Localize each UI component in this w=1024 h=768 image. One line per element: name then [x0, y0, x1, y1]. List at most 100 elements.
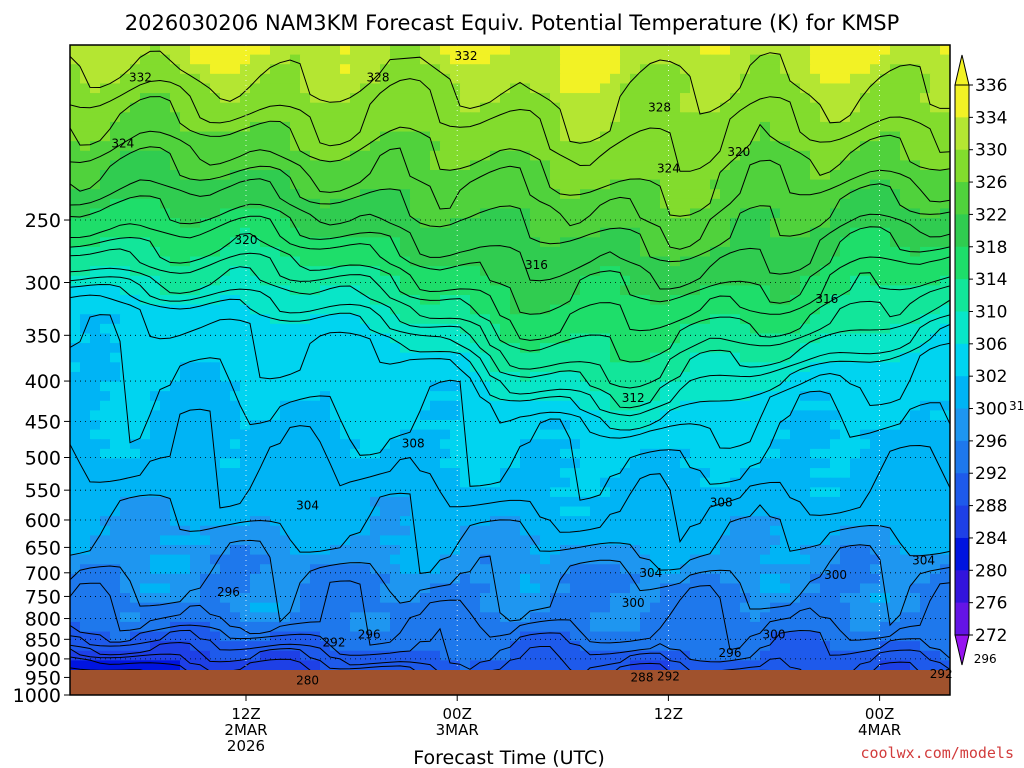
field-cell: [890, 73, 901, 85]
field-cell: [650, 371, 661, 383]
field-cell: [500, 218, 511, 229]
field-cell: [450, 352, 461, 363]
field-cell: [660, 381, 671, 392]
field-cell: [490, 285, 501, 296]
field-cell: [530, 237, 541, 248]
field-cell: [230, 506, 241, 517]
field-cell: [300, 573, 311, 585]
field-cell: [900, 381, 911, 392]
field-cell: [370, 333, 381, 344]
field-cell: [480, 131, 491, 142]
field-cell: [270, 150, 281, 161]
field-cell: [930, 564, 941, 575]
field-cell: [510, 112, 521, 123]
field-cell: [690, 371, 701, 383]
field-cell: [70, 564, 81, 575]
field-cell: [800, 410, 811, 421]
field-cell: [930, 73, 941, 85]
field-cell: [730, 477, 741, 488]
field-cell: [630, 179, 641, 190]
field-cell: [380, 381, 391, 392]
field-cell: [360, 295, 371, 306]
field-cell: [810, 141, 821, 152]
field-cell: [760, 535, 771, 546]
field-cell: [590, 64, 601, 75]
field-cell: [380, 410, 391, 421]
field-cell: [530, 189, 541, 200]
field-cell: [70, 429, 81, 440]
field-cell: [240, 343, 251, 354]
field-cell: [250, 323, 261, 335]
field-cell: [890, 45, 901, 56]
field-cell: [110, 535, 121, 546]
field-cell: [250, 410, 261, 421]
field-cell: [920, 343, 931, 354]
field-cell: [860, 179, 871, 190]
field-cell: [670, 131, 681, 142]
field-cell: [430, 112, 441, 123]
field-cell: [690, 535, 701, 546]
field-cell: [690, 304, 701, 315]
field-cell: [790, 371, 801, 383]
field-cell: [570, 83, 581, 94]
field-cell: [560, 112, 571, 123]
field-cell: [240, 246, 251, 258]
field-cell: [600, 83, 611, 94]
field-cell: [750, 477, 761, 488]
field-cell: [410, 429, 421, 440]
field-cell: [720, 314, 731, 325]
field-cell: [180, 45, 191, 56]
field-cell: [910, 371, 921, 383]
field-cell: [730, 554, 741, 565]
field-cell: [680, 208, 691, 219]
field-cell: [500, 506, 511, 517]
field-cell: [680, 381, 691, 392]
field-cell: [480, 54, 491, 65]
field-cell: [400, 410, 411, 421]
field-cell: [420, 266, 431, 277]
field-cell: [940, 64, 950, 75]
field-cell: [660, 295, 671, 306]
field-cell: [350, 131, 361, 142]
field-cell: [240, 131, 251, 142]
field-cell: [770, 121, 781, 133]
field-cell: [290, 179, 301, 190]
field-cell: [200, 458, 211, 469]
field-cell: [910, 266, 921, 277]
field-cell: [740, 314, 751, 325]
field-cell: [500, 189, 511, 200]
field-cell: [780, 54, 791, 65]
field-cell: [700, 45, 711, 56]
field-cell: [70, 573, 81, 585]
field-cell: [510, 333, 521, 344]
field-cell: [530, 246, 541, 258]
field-cell: [420, 198, 431, 210]
field-cell: [250, 121, 261, 133]
field-cell: [510, 535, 521, 546]
field-cell: [170, 496, 181, 508]
field-cell: [610, 170, 621, 181]
field-cell: [630, 160, 641, 171]
field-cell: [300, 64, 311, 75]
field-cell: [300, 352, 311, 363]
field-cell: [920, 323, 931, 335]
field-cell: [420, 93, 431, 104]
field-cell: [470, 381, 481, 392]
field-cell: [900, 83, 911, 94]
field-cell: [510, 64, 521, 75]
field-cell: [810, 54, 821, 65]
field-cell: [370, 573, 381, 585]
field-cell: [890, 208, 901, 219]
field-cell: [140, 477, 151, 488]
field-cell: [250, 73, 261, 85]
field-cell: [880, 371, 891, 383]
field-cell: [560, 150, 571, 161]
field-cell: [740, 573, 751, 585]
field-cell: [800, 420, 811, 431]
field-cell: [740, 246, 751, 258]
field-cell: [530, 83, 541, 94]
field-cell: [760, 487, 771, 498]
field-cell: [300, 439, 311, 450]
field-cell: [890, 150, 901, 161]
